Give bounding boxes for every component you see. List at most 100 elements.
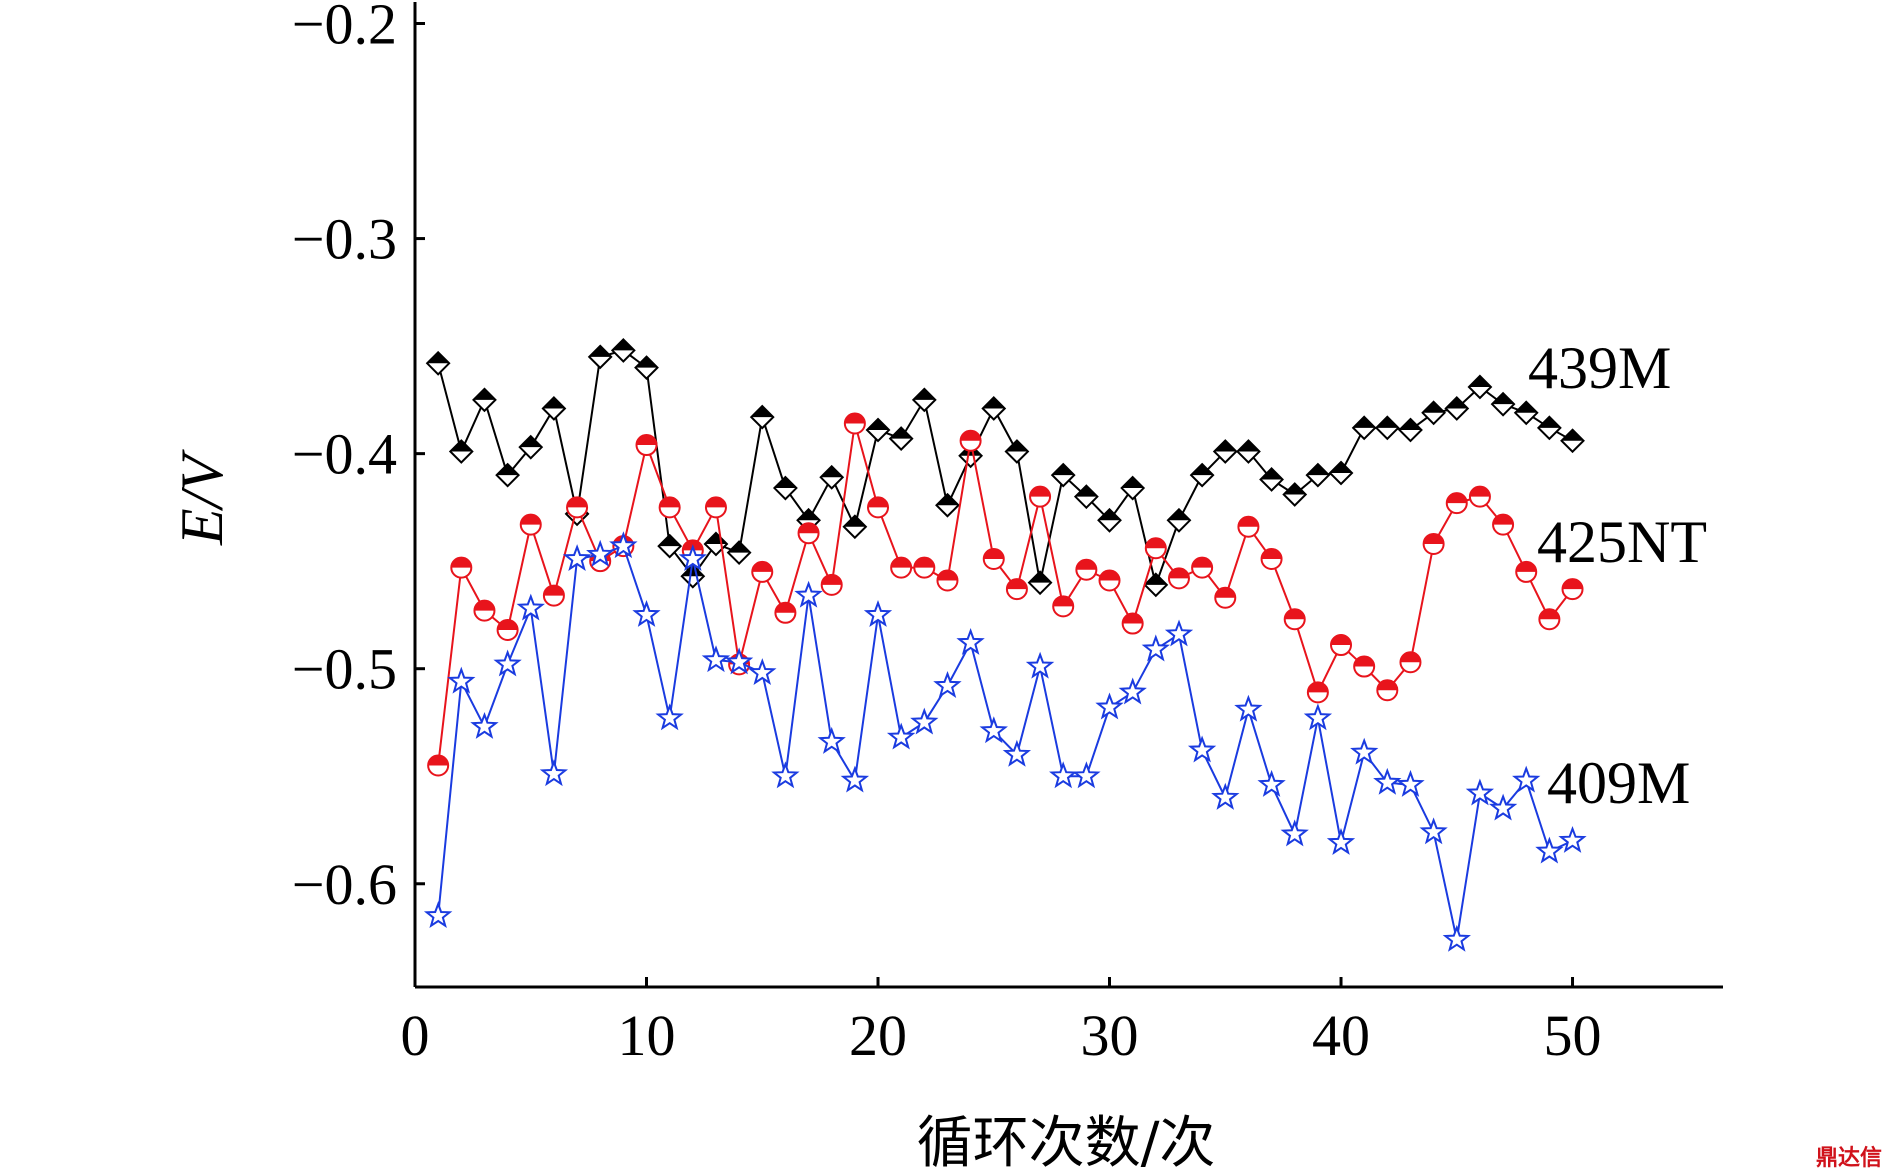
data-point-marker-fill: [1144, 573, 1167, 585]
data-point-marker-fill: [1261, 549, 1282, 560]
data-point-marker-fill: [1400, 652, 1421, 663]
data-point-marker-fill: [1260, 468, 1283, 480]
y-tick-label: −0.2: [292, 0, 397, 57]
data-point-marker-fill: [1167, 509, 1190, 521]
data-point-marker: [1419, 817, 1448, 845]
y-tick-label: −0.4: [292, 422, 397, 487]
data-point-marker-fill: [751, 406, 774, 418]
data-point-marker: [817, 726, 846, 754]
data-point-marker: [1442, 924, 1471, 952]
data-point-marker-fill: [1516, 561, 1537, 572]
data-point-marker-fill: [1446, 493, 1467, 504]
data-point-marker: [423, 901, 453, 929]
data-point-marker-fill: [752, 561, 773, 572]
data-point-marker: [1049, 761, 1078, 789]
data-point-marker-fill: [636, 435, 657, 446]
data-point-marker: [586, 539, 615, 567]
series-439M: [425, 337, 1585, 598]
data-point-marker-fill: [1005, 440, 1028, 452]
data-point-marker: [771, 761, 800, 789]
data-point-marker: [1465, 778, 1495, 806]
data-point-marker: [1234, 694, 1263, 722]
data-point-marker-fill: [543, 585, 564, 596]
data-point-marker-fill: [1330, 461, 1353, 473]
data-point-marker: [1303, 703, 1333, 731]
data-point-marker-fill: [1493, 514, 1514, 525]
data-point-marker: [724, 647, 754, 675]
data-point-marker: [516, 593, 545, 621]
data-point-marker-fill: [428, 755, 449, 766]
data-point-marker-fill: [658, 535, 681, 547]
data-point-marker-fill: [451, 557, 472, 568]
data-point-marker-fill: [1237, 440, 1260, 452]
data-point-marker: [979, 716, 1008, 744]
data-point-marker-fill: [450, 440, 473, 452]
data-point-marker-fill: [1562, 579, 1583, 590]
data-point-marker-fill: [519, 436, 542, 448]
data-point-marker-fill: [1422, 401, 1445, 413]
series-line-439M: [437, 349, 1574, 589]
data-point-marker-fill: [821, 574, 842, 585]
data-point-marker: [863, 599, 893, 627]
data-point-marker-fill: [705, 497, 726, 508]
data-point-marker-fill: [728, 541, 751, 553]
data-point-marker: [609, 531, 638, 559]
data-point-marker: [748, 658, 777, 686]
data-point-marker: [1326, 828, 1356, 855]
y-tick-label: −0.6: [292, 852, 397, 917]
data-point-marker: [794, 580, 823, 608]
data-point-marker: [1512, 765, 1541, 793]
data-point-marker: [1187, 735, 1217, 763]
data-point-marker-fill: [843, 515, 866, 527]
data-point-marker-fill: [1052, 464, 1075, 476]
data-point-marker-fill: [681, 565, 704, 577]
data-point-marker-fill: [1121, 477, 1144, 489]
data-point-marker: [1257, 769, 1286, 797]
data-point-marker: [1164, 619, 1194, 647]
data-point-marker-fill: [960, 430, 981, 441]
data-point-marker-fill: [1215, 587, 1236, 598]
data-point-marker-fill: [1099, 570, 1120, 581]
data-point-marker-fill: [937, 570, 958, 581]
x-tick-label: 30: [1081, 1003, 1139, 1068]
data-point-marker-fill: [1354, 656, 1375, 667]
x-tick-label: 40: [1312, 1003, 1370, 1068]
data-point-marker: [910, 707, 939, 735]
data-point-marker: [1280, 819, 1309, 847]
data-point-marker: [1095, 692, 1124, 720]
data-point-marker: [1350, 737, 1379, 765]
data-point-marker: [1072, 761, 1101, 789]
data-point-marker-fill: [1515, 401, 1538, 413]
data-point-marker: [655, 703, 684, 731]
data-point-marker-fill: [427, 352, 450, 364]
data-point-marker-fill: [913, 388, 936, 400]
x-tick-label: 50: [1544, 1003, 1602, 1068]
data-point-marker: [1025, 651, 1055, 679]
x-tick-label: 0: [401, 1003, 430, 1068]
data-point-marker-fill: [1030, 486, 1051, 497]
data-point-marker: [1558, 825, 1587, 853]
data-point-marker-fill: [775, 602, 796, 613]
data-point-marker: [840, 765, 870, 793]
data-point-marker: [470, 711, 499, 739]
data-point-marker-fill: [1192, 557, 1213, 568]
data-point-marker-fill: [520, 514, 541, 525]
data-point-marker: [1211, 782, 1240, 810]
series-line-425NT: [437, 423, 1574, 766]
data-point-marker-fill: [589, 345, 612, 357]
data-point-marker: [1373, 767, 1402, 795]
data-point-marker-fill: [1376, 416, 1399, 428]
data-point-marker-fill: [704, 532, 727, 544]
data-point-marker-fill: [1492, 393, 1515, 405]
data-point-marker-fill: [867, 418, 890, 430]
data-point-marker-fill: [1561, 429, 1584, 441]
data-point-marker: [886, 722, 916, 750]
x-axis-label: 循环次数/次: [917, 1111, 1216, 1176]
data-point-marker-fill: [1331, 635, 1352, 646]
y-tick-label: −0.5: [292, 637, 397, 702]
data-point-marker-fill: [1284, 609, 1305, 620]
data-point-marker-fill: [890, 427, 913, 439]
data-point-marker: [701, 645, 731, 673]
data-point-marker-fill: [497, 620, 518, 630]
data-point-marker-fill: [1423, 533, 1444, 544]
